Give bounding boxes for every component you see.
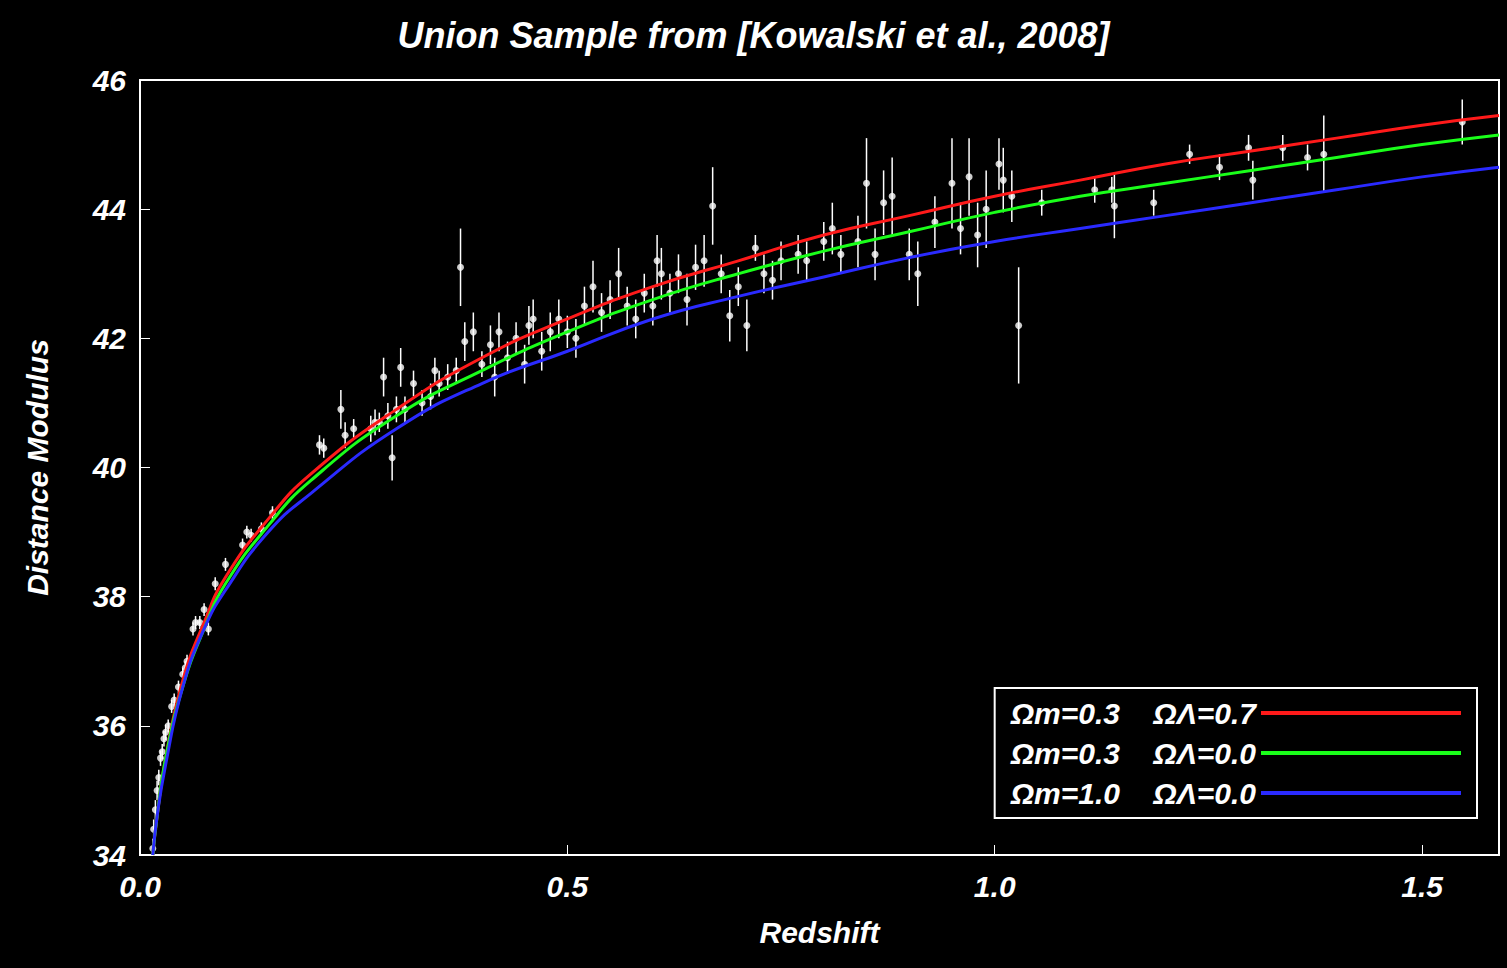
svg-text:36: 36 (93, 709, 127, 742)
svg-text:Ωm=1.0 ΩΛ=0.0: Ωm=1.0 ΩΛ=0.0 (1010, 777, 1257, 810)
svg-text:38: 38 (93, 580, 127, 613)
svg-text:34: 34 (93, 839, 127, 872)
svg-text:46: 46 (92, 64, 127, 97)
svg-text:42: 42 (92, 322, 127, 355)
svg-text:40: 40 (92, 451, 127, 484)
svg-text:Union Sample from [Kowalski et: Union Sample from [Kowalski et al., 2008… (397, 15, 1110, 56)
svg-text:Distance Modulus: Distance Modulus (21, 339, 54, 596)
svg-text:Redshift: Redshift (760, 916, 882, 949)
svg-text:0.5: 0.5 (546, 870, 589, 903)
svg-text:44: 44 (92, 193, 127, 226)
svg-text:0.0: 0.0 (119, 870, 161, 903)
svg-text:1.5: 1.5 (1401, 870, 1444, 903)
svg-text:Ωm=0.3 ΩΛ=0.0: Ωm=0.3 ΩΛ=0.0 (1010, 737, 1257, 770)
svg-text:1.0: 1.0 (974, 870, 1016, 903)
svg-text:Ωm=0.3 ΩΛ=0.7: Ωm=0.3 ΩΛ=0.7 (1010, 697, 1258, 730)
